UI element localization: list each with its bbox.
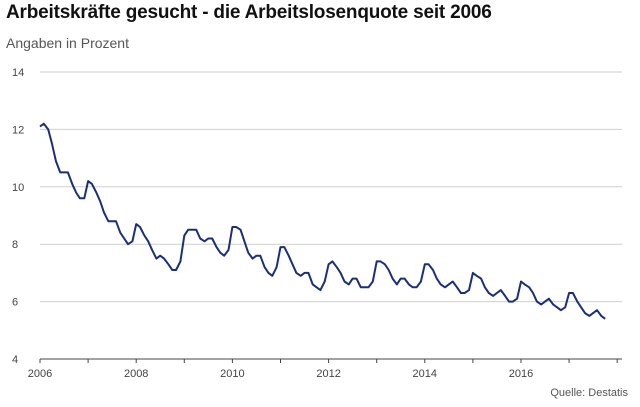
gridlines [40, 71, 622, 303]
x-tick-label: 2006 [28, 368, 52, 380]
x-tick-label: 2016 [509, 368, 533, 380]
y-tick-label: 12 [12, 124, 24, 136]
source-note: Quelle: Destatis [550, 387, 628, 399]
y-tick-label: 10 [12, 182, 24, 194]
x-tick-label: 2012 [316, 368, 340, 380]
y-axis-ticks: 4 6 8 10 12 14 [12, 67, 24, 366]
y-tick-label: 8 [12, 239, 18, 251]
x-axis: 2006 2008 2010 2012 2014 2016 [28, 358, 622, 380]
x-tick-label: 2008 [124, 368, 148, 380]
y-tick-label: 4 [12, 354, 18, 366]
y-tick-label: 14 [12, 67, 24, 79]
chart-subtitle: Angaben in Prozent [6, 35, 129, 51]
x-tick-label: 2010 [220, 368, 244, 380]
chart-title: Arbeitskräfte gesucht - die Arbeitslosen… [6, 2, 492, 23]
x-tick-label: 2014 [413, 368, 437, 380]
y-tick-label: 6 [12, 297, 18, 309]
series-line [39, 122, 606, 320]
series-group [39, 122, 606, 320]
